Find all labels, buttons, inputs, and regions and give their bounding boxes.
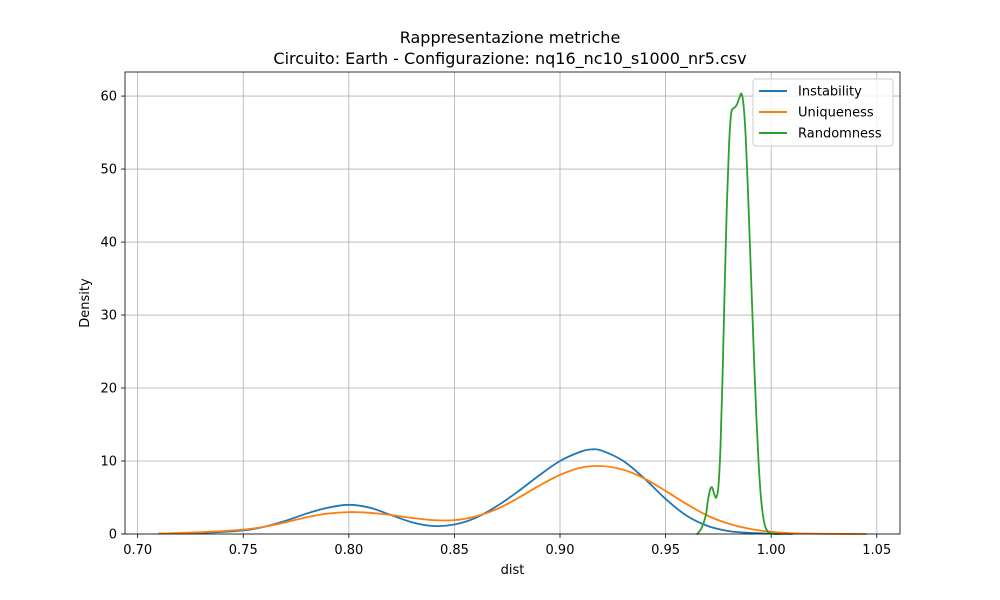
legend-label-randomness: Randomness (798, 127, 882, 142)
legend-box (752, 78, 894, 147)
series-line-instability (157, 448, 794, 535)
y-axis: 0 10 20 30 40 50 60 (100, 90, 125, 543)
x-tick-label: 1.05 (862, 543, 891, 558)
grid (125, 72, 900, 535)
y-tick-label: 50 (100, 163, 117, 178)
x-tick-label: 0.95 (651, 543, 680, 558)
x-axis-label: dist (501, 563, 525, 578)
y-tick-label: 20 (100, 382, 117, 397)
y-tick-label: 40 (100, 236, 117, 251)
series-line-randomness (696, 92, 781, 535)
y-tick-label: 30 (100, 309, 117, 324)
y-tick-label: 60 (100, 90, 117, 105)
x-tick-label: 0.85 (440, 543, 469, 558)
x-tick-label: 0.80 (334, 543, 363, 558)
chart-title-line2: Circuito: Earth - Configurazione: nq16_n… (273, 49, 746, 69)
x-tick-label: 0.90 (546, 543, 575, 558)
chart-title-line1: Rappresentazione metriche (400, 28, 621, 47)
series-group (157, 92, 868, 535)
y-tick-label: 0 (109, 528, 117, 543)
legend-label-instability: Instability (798, 85, 862, 100)
x-axis: 0.70 0.75 0.80 0.85 0.90 0.95 1.00 1.05 (123, 534, 891, 558)
x-tick-label: 0.75 (229, 543, 258, 558)
x-tick-label: 0.70 (123, 543, 152, 558)
x-tick-label: 1.00 (757, 543, 786, 558)
y-axis-label: Density (78, 278, 93, 328)
y-tick-label: 10 (100, 455, 117, 470)
legend: Instability Uniqueness Randomness (752, 78, 894, 147)
series-line-uniqueness (157, 465, 868, 535)
legend-label-uniqueness: Uniqueness (798, 106, 874, 121)
plot-frame (124, 71, 901, 535)
